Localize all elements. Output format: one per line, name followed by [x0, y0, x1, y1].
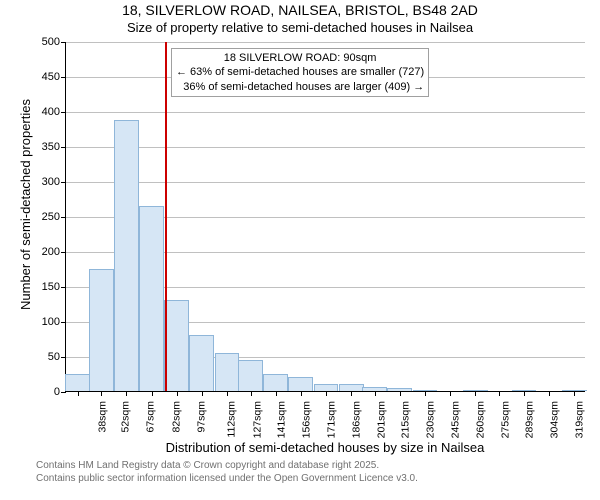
footer-line1: Contains HM Land Registry data © Crown c… — [36, 460, 418, 473]
xtick-label: 97sqm — [195, 401, 207, 433]
ytick-mark — [61, 252, 66, 253]
chart-title-line1: 18, SILVERLOW ROAD, NAILSEA, BRISTOL, BS… — [0, 2, 600, 18]
histogram-bar — [189, 335, 214, 391]
ytick-label: 450 — [20, 71, 60, 83]
xtick-label: 215sqm — [399, 401, 411, 438]
ytick-mark — [61, 217, 66, 218]
xtick-label: 260sqm — [474, 401, 486, 438]
ytick-mark — [61, 357, 66, 358]
histogram-bar — [114, 120, 139, 391]
histogram-bar — [263, 374, 288, 392]
xtick-label: 230sqm — [424, 401, 436, 438]
ytick-mark — [61, 77, 66, 78]
histogram-bar — [89, 269, 114, 392]
xtick-mark — [126, 391, 127, 396]
ytick-mark — [61, 182, 66, 183]
xtick-mark — [301, 391, 302, 396]
arrow-right-icon: → — [413, 81, 424, 93]
plot-area: 18 SILVERLOW ROAD: 90sqm← 63% of semi-de… — [65, 42, 585, 392]
ytick-label: 0 — [20, 386, 60, 398]
xtick-mark — [475, 391, 476, 396]
ytick-mark — [61, 42, 66, 43]
xtick-mark — [78, 391, 79, 396]
xtick-label: 304sqm — [548, 401, 560, 438]
xtick-label: 112sqm — [225, 401, 237, 438]
xtick-mark — [202, 391, 203, 396]
footer-line2: Contains public sector information licen… — [36, 473, 418, 486]
xtick-label: 156sqm — [300, 401, 312, 438]
ytick-mark — [61, 112, 66, 113]
gridline-h — [66, 182, 585, 183]
xtick-label: 141sqm — [275, 401, 287, 438]
histogram-bar — [314, 384, 339, 391]
xtick-label: 52sqm — [120, 401, 132, 433]
histogram-bar — [288, 377, 313, 391]
xtick-mark — [251, 391, 252, 396]
ytick-label: 150 — [20, 281, 60, 293]
xtick-mark — [375, 391, 376, 396]
ytick-label: 250 — [20, 211, 60, 223]
xtick-mark — [152, 391, 153, 396]
ytick-label: 350 — [20, 141, 60, 153]
xtick-mark — [400, 391, 401, 396]
y-axis-label: Number of semi-detached properties — [18, 99, 33, 310]
xtick-mark — [101, 391, 102, 396]
xtick-label: 127sqm — [251, 401, 263, 438]
marker-annotation: 18 SILVERLOW ROAD: 90sqm← 63% of semi-de… — [171, 48, 429, 97]
xtick-mark — [276, 391, 277, 396]
marker-line — [165, 42, 167, 391]
xtick-label: 67sqm — [145, 401, 157, 433]
xtick-label: 289sqm — [523, 401, 535, 438]
xtick-mark — [351, 391, 352, 396]
xtick-label: 319sqm — [573, 401, 585, 438]
xtick-mark — [499, 391, 500, 396]
xtick-label: 201sqm — [376, 401, 388, 438]
xtick-mark — [574, 391, 575, 396]
annot-line3: 36% of semi-detached houses are larger (… — [176, 80, 424, 94]
xtick-label: 245sqm — [449, 401, 461, 438]
ytick-mark — [61, 322, 66, 323]
annot-line2: ← 63% of semi-detached houses are smalle… — [176, 65, 424, 79]
histogram-bar — [139, 206, 164, 392]
ytick-mark — [61, 287, 66, 288]
xtick-label: 171sqm — [325, 401, 337, 438]
ytick-mark — [61, 147, 66, 148]
gridline-h — [66, 42, 585, 43]
xtick-mark — [326, 391, 327, 396]
ytick-label: 100 — [20, 316, 60, 328]
ytick-mark — [61, 392, 66, 393]
gridline-h — [66, 112, 585, 113]
xtick-label: 186sqm — [350, 401, 362, 438]
ytick-label: 300 — [20, 176, 60, 188]
xtick-mark — [425, 391, 426, 396]
chart-container: 18, SILVERLOW ROAD, NAILSEA, BRISTOL, BS… — [0, 0, 600, 500]
footer-attribution: Contains HM Land Registry data © Crown c… — [36, 460, 418, 485]
histogram-bar — [339, 384, 364, 391]
histogram-bar — [238, 360, 263, 392]
ytick-label: 50 — [20, 351, 60, 363]
ytick-label: 200 — [20, 246, 60, 258]
histogram-bar — [215, 353, 240, 392]
gridline-h — [66, 147, 585, 148]
xtick-label: 82sqm — [170, 401, 182, 433]
xtick-mark — [177, 391, 178, 396]
xtick-mark — [227, 391, 228, 396]
xtick-label: 38sqm — [96, 401, 108, 433]
x-axis-label: Distribution of semi-detached houses by … — [65, 440, 585, 455]
xtick-mark — [450, 391, 451, 396]
chart-title-line2: Size of property relative to semi-detach… — [0, 20, 600, 35]
xtick-mark — [549, 391, 550, 396]
histogram-bar — [65, 374, 90, 392]
xtick-label: 275sqm — [500, 401, 512, 438]
histogram-bar — [164, 300, 189, 391]
annot-line1: 18 SILVERLOW ROAD: 90sqm — [176, 51, 424, 65]
ytick-label: 400 — [20, 106, 60, 118]
arrow-left-icon: ← — [176, 66, 187, 78]
ytick-label: 500 — [20, 36, 60, 48]
xtick-mark — [524, 391, 525, 396]
